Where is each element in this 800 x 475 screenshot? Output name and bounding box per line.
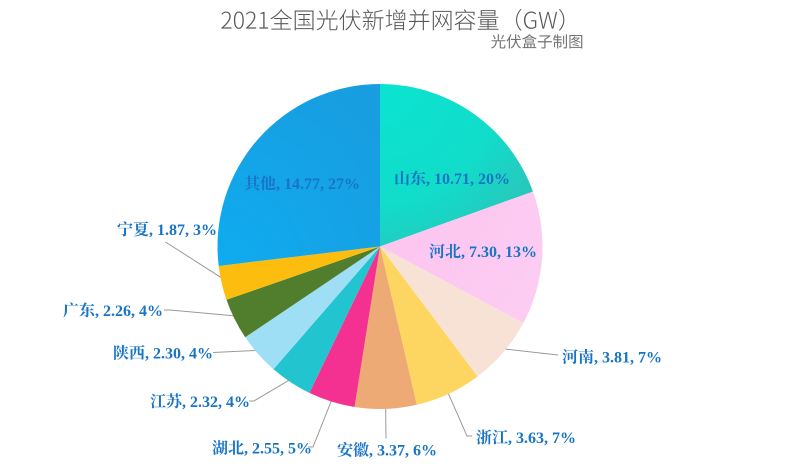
svg-text:, 2.55, 5%: , 2.55, 5% xyxy=(244,441,312,458)
svg-text:, 10.71, 20%: , 10.71, 20% xyxy=(426,171,510,188)
svg-text:, 2.26, 4%: , 2.26, 4% xyxy=(95,303,163,320)
svg-text:, 2.32, 4%: , 2.32, 4% xyxy=(182,394,250,411)
svg-text:, 7.30, 13%: , 7.30, 13% xyxy=(461,244,537,261)
svg-text:, 2.30, 4%: , 2.30, 4% xyxy=(145,346,213,363)
svg-text:, 14.77, 27%: , 14.77, 27% xyxy=(276,176,360,193)
svg-text:, 1.87, 3%: , 1.87, 3% xyxy=(149,222,217,239)
svg-text:, 3.81, 7%: , 3.81, 7% xyxy=(594,350,662,367)
svg-text:, 3.37, 6%: , 3.37, 6% xyxy=(369,443,437,460)
svg-text:, 3.63, 7%: , 3.63, 7% xyxy=(508,430,576,447)
